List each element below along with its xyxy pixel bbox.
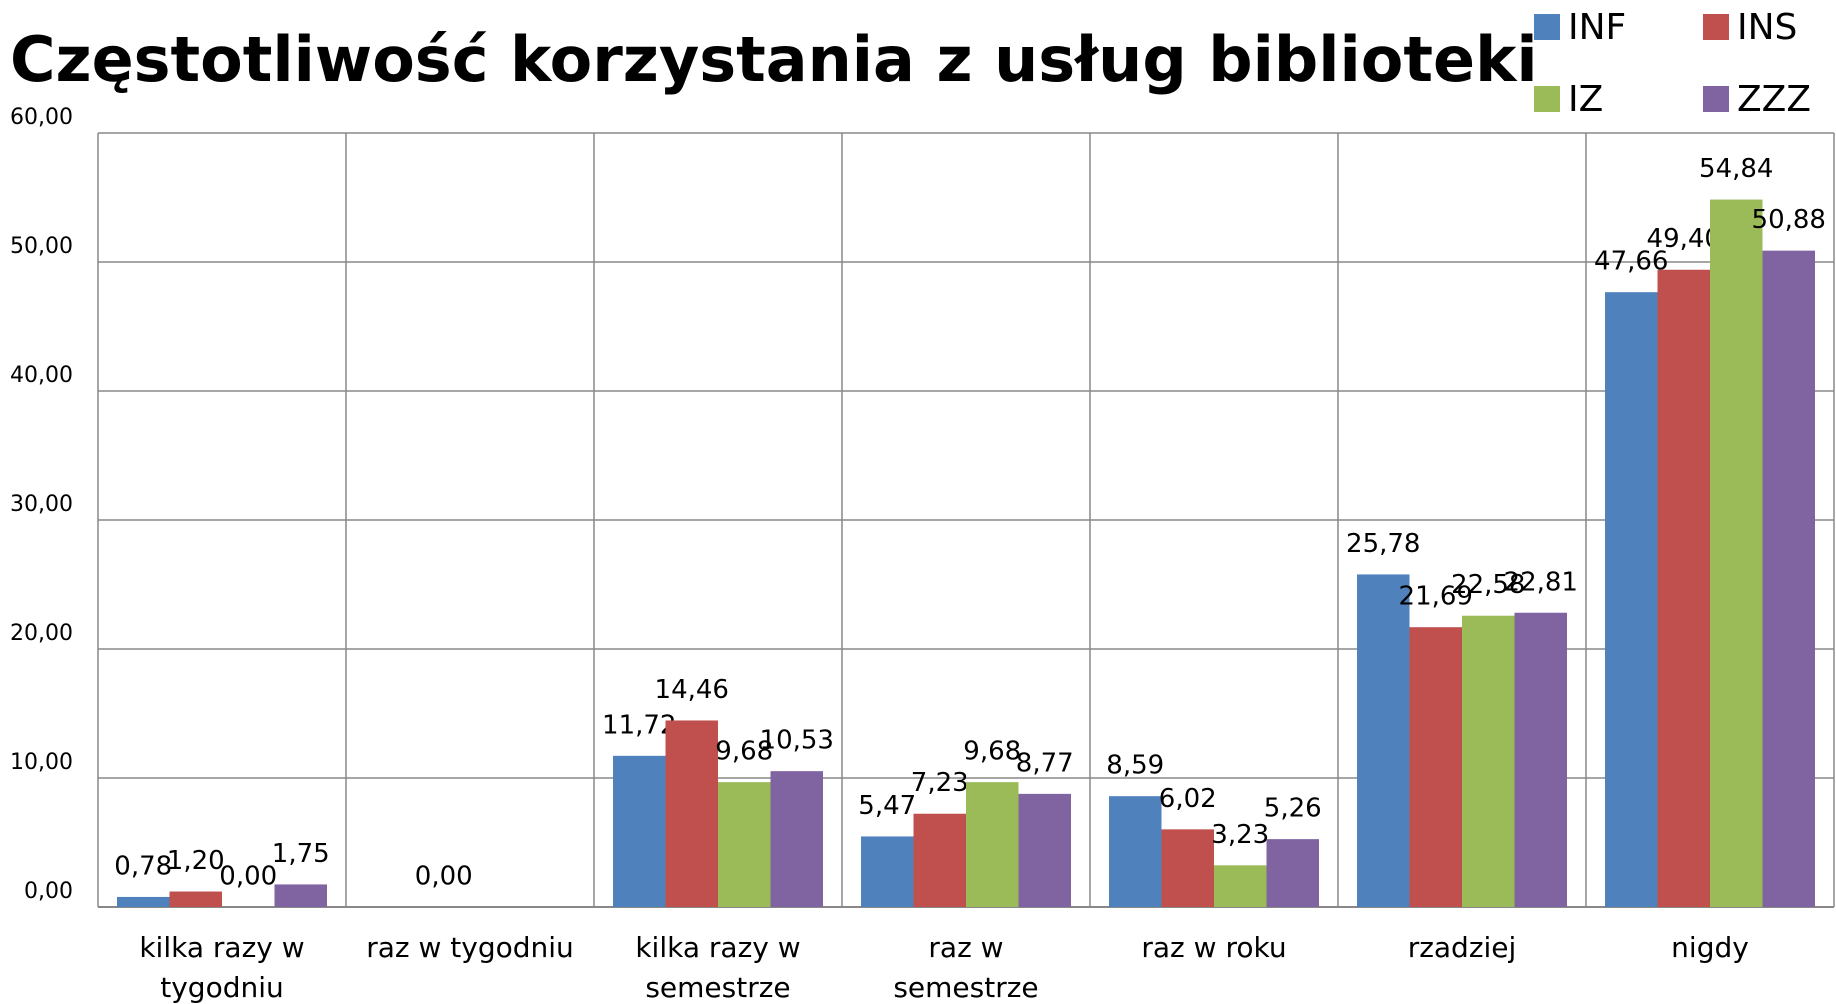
bar (1266, 839, 1319, 907)
bar (665, 720, 718, 907)
bar (1605, 292, 1658, 907)
data-label: 7,23 (911, 768, 969, 798)
data-label: 25,78 (1346, 529, 1420, 559)
data-label: 1,75 (272, 839, 330, 869)
data-label: 3,23 (1211, 820, 1269, 850)
bar (966, 782, 1019, 907)
data-label: 9,68 (715, 737, 773, 767)
data-label: 6,02 (1159, 784, 1217, 814)
x-tick-label: rzadziej (1407, 931, 1517, 964)
data-label: 8,77 (1016, 748, 1074, 778)
data-label: 1,20 (167, 846, 225, 876)
y-tick-label: 40,00 (10, 363, 73, 388)
y-tick-label: 0,00 (24, 879, 73, 904)
data-label: 5,26 (1264, 794, 1322, 824)
bar (1109, 796, 1162, 907)
bar (913, 813, 966, 907)
data-label: 0,00 (219, 862, 277, 892)
x-tick-label: raz w semestrze (893, 931, 1039, 1004)
bar (274, 884, 327, 907)
data-label: 11,72 (602, 710, 676, 740)
data-label: 10,53 (760, 726, 834, 756)
data-label: 50,88 (1752, 205, 1826, 235)
data-label: 9,68 (963, 737, 1021, 767)
bar (1462, 615, 1515, 907)
y-tick-label: 50,00 (10, 234, 73, 259)
legend-swatch (1703, 14, 1729, 40)
bar (613, 755, 666, 907)
data-label: 21,69 (1399, 582, 1473, 612)
bar (1409, 627, 1462, 907)
chart-title: Częstotliwość korzystania z usług biblio… (10, 23, 1538, 96)
bar (1514, 612, 1567, 907)
legend-swatch (1534, 86, 1560, 112)
bar (861, 836, 914, 907)
data-label: 8,59 (1106, 751, 1164, 781)
legend-label: INF (1568, 7, 1626, 48)
y-tick-label: 10,00 (10, 750, 73, 775)
y-tick-label: 20,00 (10, 621, 73, 646)
legend-label: IZ (1568, 79, 1603, 120)
legend-label: INS (1737, 7, 1797, 48)
legend-swatch (1534, 14, 1560, 40)
x-tick-label: raz w roku (1141, 931, 1287, 964)
x-tick-label: kilka razy w tygodniu (139, 931, 305, 1004)
x-tick-label: raz w tygodniu (366, 931, 574, 964)
data-label: 22,58 (1451, 570, 1525, 600)
x-tick-label: nigdy (1671, 931, 1749, 964)
data-label: 22,81 (1504, 567, 1578, 597)
data-label: 54,84 (1699, 154, 1773, 184)
bar (1710, 199, 1763, 908)
bar (1214, 865, 1267, 907)
data-label: 47,66 (1594, 247, 1668, 277)
legend-swatch (1703, 86, 1729, 112)
y-tick-label: 60,00 (10, 105, 73, 130)
legend-label: ZZZ (1737, 79, 1811, 120)
data-label: 49,40 (1647, 224, 1721, 254)
x-tick-label: kilka razy w semestrze (635, 931, 801, 1004)
bar (1657, 269, 1710, 907)
bar (117, 896, 170, 907)
data-label: 0,00 (415, 862, 473, 892)
data-label: 5,47 (858, 791, 916, 821)
data-label: 14,46 (655, 675, 729, 705)
bar (1357, 574, 1410, 907)
bar (1018, 793, 1071, 907)
bar (1762, 250, 1815, 907)
bar (718, 782, 771, 907)
data-label: 0,78 (114, 851, 172, 881)
bar (169, 891, 222, 907)
y-tick-label: 30,00 (10, 492, 73, 517)
bar (1161, 829, 1214, 907)
bar (770, 771, 823, 907)
